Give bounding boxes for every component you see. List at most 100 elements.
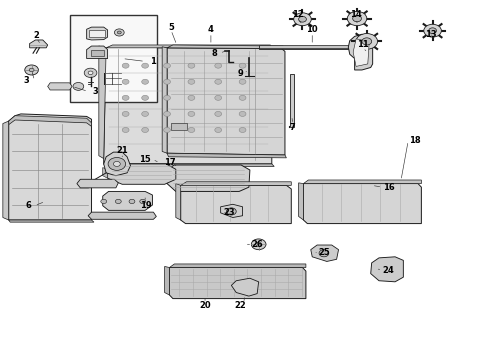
Polygon shape (167, 48, 285, 155)
Circle shape (215, 63, 221, 68)
Circle shape (347, 12, 367, 26)
Text: 10: 10 (306, 26, 318, 35)
Circle shape (188, 79, 195, 84)
Text: 21: 21 (116, 146, 128, 155)
Circle shape (142, 111, 148, 116)
Text: 26: 26 (251, 240, 263, 249)
Circle shape (356, 33, 377, 49)
Polygon shape (77, 179, 118, 188)
Circle shape (256, 242, 262, 247)
Text: 11: 11 (357, 40, 369, 49)
Text: 17: 17 (164, 158, 175, 167)
Circle shape (108, 157, 125, 170)
FancyBboxPatch shape (70, 15, 157, 102)
Circle shape (239, 63, 246, 68)
Circle shape (424, 24, 441, 37)
Circle shape (294, 13, 311, 26)
Text: 16: 16 (383, 183, 394, 192)
Polygon shape (9, 114, 92, 220)
Polygon shape (163, 167, 167, 184)
Circle shape (239, 111, 246, 116)
Polygon shape (176, 184, 181, 220)
Polygon shape (88, 212, 156, 219)
Polygon shape (3, 121, 9, 220)
Circle shape (142, 63, 148, 68)
Circle shape (319, 249, 329, 257)
Polygon shape (103, 167, 108, 178)
Polygon shape (106, 45, 272, 48)
Circle shape (122, 63, 129, 68)
Circle shape (142, 79, 148, 84)
Polygon shape (108, 164, 176, 184)
Polygon shape (104, 152, 130, 176)
Circle shape (362, 38, 372, 45)
Polygon shape (298, 183, 303, 220)
Polygon shape (167, 45, 285, 49)
Polygon shape (259, 46, 352, 49)
Circle shape (298, 17, 306, 22)
Polygon shape (89, 30, 105, 37)
Circle shape (251, 239, 266, 249)
Circle shape (129, 199, 135, 203)
Text: 20: 20 (199, 301, 211, 310)
Circle shape (29, 68, 34, 72)
Circle shape (140, 199, 146, 203)
Polygon shape (99, 46, 106, 158)
Polygon shape (170, 267, 306, 298)
Circle shape (101, 199, 107, 203)
Polygon shape (104, 48, 272, 164)
Polygon shape (9, 116, 92, 126)
Text: 3: 3 (24, 76, 29, 85)
Text: 25: 25 (318, 248, 330, 257)
Polygon shape (87, 46, 108, 59)
Circle shape (115, 29, 124, 36)
Text: 5: 5 (168, 23, 174, 32)
Circle shape (164, 63, 171, 68)
Circle shape (88, 71, 93, 75)
Circle shape (142, 127, 148, 132)
Circle shape (239, 127, 246, 132)
Circle shape (164, 79, 171, 84)
Text: 8: 8 (212, 49, 218, 58)
Polygon shape (30, 40, 48, 48)
Text: 4: 4 (208, 26, 214, 35)
Polygon shape (9, 220, 94, 222)
Circle shape (117, 31, 121, 34)
Circle shape (215, 95, 221, 100)
Text: 6: 6 (25, 201, 31, 210)
Circle shape (188, 95, 195, 100)
Polygon shape (181, 185, 291, 224)
Text: 14: 14 (350, 10, 362, 19)
Circle shape (25, 65, 38, 75)
Circle shape (122, 111, 129, 116)
Circle shape (226, 208, 236, 215)
Polygon shape (48, 83, 72, 90)
Text: 13: 13 (425, 30, 437, 39)
Polygon shape (166, 165, 250, 192)
Polygon shape (103, 192, 152, 210)
Circle shape (215, 127, 221, 132)
Text: 12: 12 (292, 10, 303, 19)
Polygon shape (311, 245, 339, 261)
Circle shape (429, 28, 437, 33)
Circle shape (188, 63, 195, 68)
Circle shape (239, 79, 246, 84)
Polygon shape (162, 47, 167, 153)
Text: 18: 18 (409, 136, 420, 145)
Polygon shape (171, 123, 187, 130)
Text: 24: 24 (383, 266, 394, 275)
Circle shape (122, 127, 129, 132)
Text: 22: 22 (234, 301, 246, 310)
Circle shape (164, 111, 171, 116)
Polygon shape (91, 50, 104, 56)
Polygon shape (353, 39, 369, 66)
Polygon shape (220, 204, 243, 217)
Polygon shape (259, 45, 351, 48)
Circle shape (215, 79, 221, 84)
Polygon shape (104, 164, 274, 166)
Text: 7: 7 (290, 123, 295, 132)
Polygon shape (165, 266, 170, 295)
Circle shape (73, 82, 84, 90)
Circle shape (239, 95, 246, 100)
Circle shape (84, 68, 97, 77)
